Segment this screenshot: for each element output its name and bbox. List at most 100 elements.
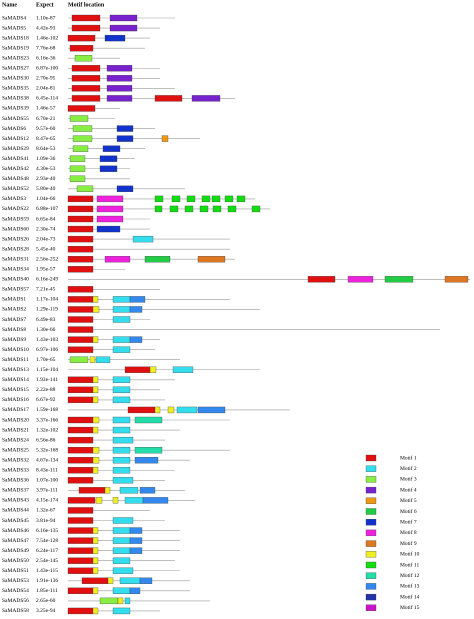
motif-box (71, 85, 101, 92)
gene-name: SaMADS44 (2, 508, 29, 514)
gene-name: SaMADS43 (2, 498, 29, 504)
expect-value: 1.70e-65 (36, 357, 56, 363)
expect-value: 5.80e-40 (36, 186, 56, 192)
motif-box (67, 105, 96, 112)
motif-box (191, 95, 221, 102)
gene-name: SaMADS17 (2, 407, 29, 413)
legend-label: Motif 5 (400, 497, 417, 504)
gene-name: SaMADS24 (2, 437, 29, 443)
motif-box (112, 436, 134, 444)
expect-value: 2.93e-40 (36, 176, 56, 182)
motif-box (92, 336, 99, 343)
motif-box (72, 135, 93, 142)
motif-box (112, 416, 131, 424)
gene-name: SaMADS35 (2, 86, 29, 92)
motif-box (129, 537, 143, 544)
legend-swatch (365, 486, 377, 494)
motif-box (67, 34, 96, 42)
motif-box (92, 547, 99, 554)
legend-swatch (365, 508, 377, 515)
legend-swatch (365, 583, 377, 590)
motif-box (112, 336, 131, 343)
expect-value: 1.09e-36 (36, 156, 56, 162)
motif-box (129, 527, 143, 534)
motif-box (67, 376, 94, 383)
gene-name: SaMADS23 (2, 55, 29, 61)
expect-value: 1.32e-102 (36, 427, 58, 433)
expect-value: 1.30e-66 (36, 327, 56, 333)
motif-box (169, 205, 179, 213)
motif-box (129, 296, 146, 303)
legend-label: Motif 11 (400, 561, 419, 568)
motif-box (129, 306, 143, 313)
gene-name: SaMADS57 (2, 287, 29, 293)
gene-name: SaMADS14 (2, 377, 29, 383)
motif-box (67, 235, 94, 243)
motif-box (96, 225, 121, 233)
motif-box (124, 497, 144, 504)
legend-swatch (365, 551, 377, 558)
motif-box (211, 195, 221, 203)
legend-swatch (365, 593, 377, 601)
motif-box (112, 537, 131, 544)
gene-name: SaMADS7 (2, 317, 26, 323)
gene-name: SaMADS31 (2, 256, 29, 262)
legend-label: Motif 15 (400, 604, 420, 611)
expect-value: 2.54e-145 (36, 558, 58, 564)
motif-box (154, 195, 164, 203)
motif-box (106, 65, 133, 72)
motif-box (67, 587, 94, 594)
motif-box (92, 567, 99, 574)
motif-box (112, 446, 131, 454)
gene-name: SaMADS2 (2, 307, 26, 313)
motif-box (92, 426, 99, 434)
legend-label: Motif 3 (400, 476, 417, 483)
motif-box (104, 487, 111, 494)
motif-box (112, 587, 131, 594)
motif-box (106, 75, 133, 82)
motif-box (67, 306, 94, 313)
gene-name: SaMADS6 (2, 126, 26, 132)
expect-value: 6.65e-84 (36, 216, 56, 222)
legend-label: Motif 10 (400, 551, 420, 558)
motif-box (201, 195, 211, 203)
motif-box (154, 406, 161, 414)
motif-box (92, 607, 99, 615)
motif-box (167, 406, 175, 414)
expect-value: 1.29e-119 (36, 307, 58, 313)
motif-box (197, 256, 226, 263)
motif-box (119, 577, 141, 584)
motif-box (92, 376, 99, 383)
gene-name: SaMADS49 (2, 548, 29, 554)
motif-box (67, 497, 96, 504)
gene-name: SaMADS47 (2, 538, 29, 544)
motif-box (104, 256, 131, 263)
motif-box (71, 14, 101, 22)
motif-box (69, 356, 89, 363)
expect-value: 5.32e-168 (36, 447, 58, 453)
motif-box (67, 567, 94, 574)
motif-box (132, 235, 154, 243)
motif-box (172, 366, 194, 373)
gene-name: SaMADS46 (2, 528, 29, 534)
motif-box (139, 577, 153, 584)
motif-box (67, 296, 94, 303)
motif-box (67, 346, 94, 353)
expect-value: 3.81e-94 (36, 518, 56, 524)
gene-name: SaMADS36 (2, 478, 29, 484)
expect-value: 8.47e-65 (36, 136, 56, 142)
expect-value: 1.04e-66 (36, 196, 56, 202)
motif-box (199, 205, 209, 213)
expect-value: 1.07e-100 (36, 478, 58, 484)
gene-name: SaMADS9 (2, 337, 26, 343)
legend-swatch (365, 476, 377, 483)
motif-box (227, 205, 237, 213)
expect-value: 4.30e-53 (36, 166, 56, 172)
gene-name: SaMADS27 (2, 66, 29, 72)
gene-name: SaMADS8 (2, 327, 26, 333)
motif-box (96, 215, 124, 223)
motif-box (124, 597, 131, 605)
motif-box (71, 95, 101, 102)
motif-box (106, 85, 133, 92)
gene-name: SaMADS41 (2, 156, 29, 162)
